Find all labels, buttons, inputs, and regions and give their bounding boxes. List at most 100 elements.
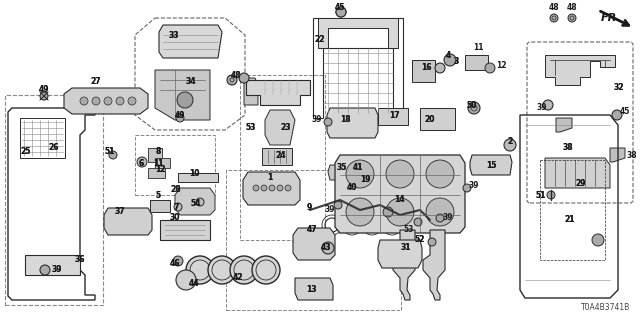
Polygon shape — [148, 148, 162, 162]
Circle shape — [592, 234, 604, 246]
Text: 1: 1 — [268, 173, 273, 182]
Text: 18: 18 — [340, 116, 350, 124]
Text: FR.: FR. — [601, 13, 621, 23]
Text: 12: 12 — [155, 165, 165, 174]
Text: 11: 11 — [153, 158, 163, 167]
Text: 41: 41 — [353, 164, 364, 172]
Text: 8: 8 — [156, 148, 161, 156]
Text: 11: 11 — [473, 44, 483, 52]
Polygon shape — [178, 173, 218, 182]
Circle shape — [436, 214, 444, 222]
Text: 22: 22 — [315, 36, 325, 44]
Text: 28: 28 — [171, 186, 181, 195]
Text: 3: 3 — [453, 58, 459, 67]
Polygon shape — [340, 185, 362, 192]
Text: 42: 42 — [233, 274, 243, 283]
Text: 54: 54 — [191, 198, 201, 207]
Bar — [5, 95, 103, 305]
Text: 15: 15 — [486, 161, 496, 170]
Text: 18: 18 — [340, 116, 350, 124]
Circle shape — [322, 242, 334, 254]
Polygon shape — [378, 240, 422, 268]
Text: 28: 28 — [171, 186, 181, 195]
Circle shape — [253, 185, 259, 191]
Bar — [240, 75, 325, 240]
Text: 49: 49 — [175, 110, 185, 119]
Text: 8: 8 — [156, 148, 161, 156]
Text: 2: 2 — [508, 138, 513, 147]
Text: 32: 32 — [614, 83, 624, 92]
Circle shape — [485, 63, 495, 73]
Circle shape — [435, 63, 445, 73]
Text: 29: 29 — [576, 180, 586, 188]
Polygon shape — [175, 188, 215, 215]
Polygon shape — [556, 118, 572, 132]
Text: 39: 39 — [312, 116, 322, 124]
Text: 39: 39 — [52, 266, 62, 275]
Text: 19: 19 — [360, 175, 371, 185]
Polygon shape — [420, 108, 455, 130]
Text: 22: 22 — [315, 36, 325, 44]
Circle shape — [612, 110, 622, 120]
Text: 52: 52 — [415, 236, 425, 244]
Circle shape — [334, 201, 342, 209]
Text: 2: 2 — [508, 138, 513, 147]
Text: 33: 33 — [169, 30, 179, 39]
Circle shape — [428, 238, 436, 246]
Text: 21: 21 — [564, 215, 575, 225]
Circle shape — [386, 198, 414, 226]
Text: 26: 26 — [49, 143, 60, 153]
Circle shape — [411, 241, 419, 249]
Polygon shape — [155, 70, 210, 120]
Text: 32: 32 — [614, 83, 624, 92]
Text: 53: 53 — [246, 124, 256, 132]
Text: 44: 44 — [189, 278, 199, 287]
Text: 4: 4 — [445, 51, 451, 60]
Text: 38: 38 — [563, 143, 573, 153]
Circle shape — [176, 270, 196, 290]
Polygon shape — [293, 228, 335, 260]
Text: 49: 49 — [39, 85, 49, 94]
Text: 50: 50 — [467, 100, 477, 109]
Circle shape — [346, 198, 374, 226]
Text: 10: 10 — [189, 170, 199, 179]
Circle shape — [269, 185, 275, 191]
Text: 6: 6 — [138, 158, 143, 167]
Text: 27: 27 — [91, 77, 101, 86]
Circle shape — [386, 160, 414, 188]
Polygon shape — [335, 155, 465, 233]
Text: 36: 36 — [75, 255, 85, 265]
Text: 49: 49 — [175, 110, 185, 119]
Circle shape — [426, 198, 454, 226]
Text: 25: 25 — [21, 148, 31, 156]
Circle shape — [80, 97, 88, 105]
Text: 25: 25 — [21, 148, 31, 156]
Text: 20: 20 — [425, 116, 435, 124]
Circle shape — [208, 256, 236, 284]
Circle shape — [40, 92, 48, 100]
Circle shape — [186, 256, 214, 284]
Text: 33: 33 — [169, 30, 179, 39]
Text: 20: 20 — [425, 116, 435, 124]
Text: 48: 48 — [230, 70, 241, 79]
Text: 27: 27 — [91, 77, 101, 86]
Text: 48: 48 — [548, 4, 559, 12]
Polygon shape — [246, 80, 310, 105]
Circle shape — [137, 157, 147, 167]
Text: 44: 44 — [189, 278, 199, 287]
Text: 7: 7 — [173, 203, 179, 212]
Polygon shape — [393, 230, 415, 300]
Circle shape — [92, 97, 100, 105]
Circle shape — [173, 256, 183, 266]
Circle shape — [346, 160, 374, 188]
Circle shape — [230, 256, 258, 284]
Text: 38: 38 — [563, 143, 573, 153]
Text: 12: 12 — [496, 61, 506, 70]
Text: 51: 51 — [105, 148, 115, 156]
Circle shape — [504, 139, 516, 151]
Text: 42: 42 — [233, 274, 243, 283]
Text: 52: 52 — [415, 236, 425, 244]
Text: 53: 53 — [404, 226, 414, 235]
Polygon shape — [104, 208, 152, 235]
Text: 46: 46 — [170, 259, 180, 268]
